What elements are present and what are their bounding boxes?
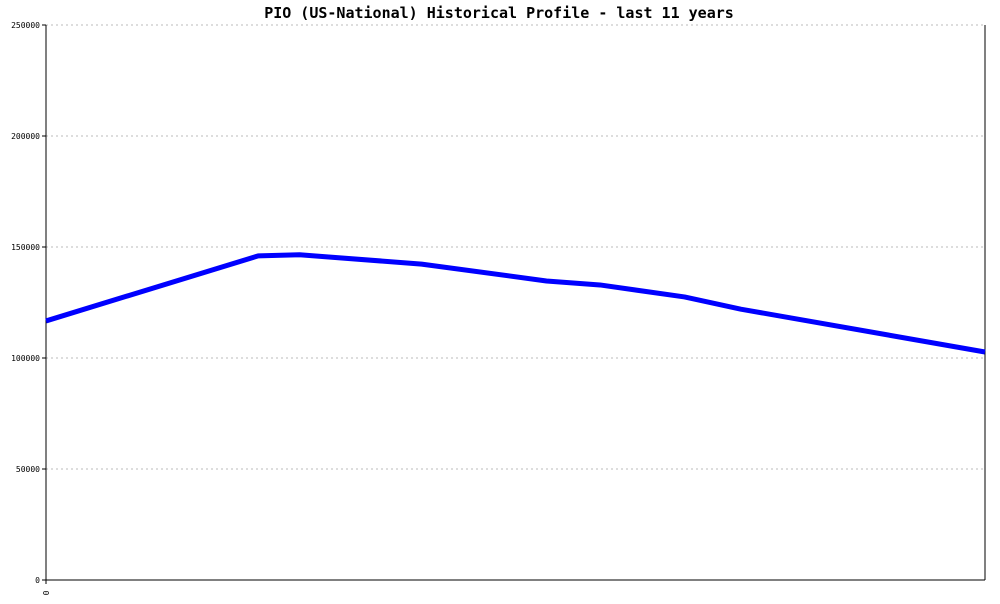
y-tick-label: 250000 <box>11 21 40 30</box>
x-tick-label: 0 <box>42 590 51 595</box>
y-tick-label: 200000 <box>11 132 40 141</box>
y-tick-label: 100000 <box>11 354 40 363</box>
y-tick-label: 0 <box>35 576 40 585</box>
chart-title: PIO (US-National) Historical Profile - l… <box>264 4 734 22</box>
y-tick-label: 50000 <box>16 465 40 474</box>
y-tick-label: 150000 <box>11 243 40 252</box>
data-line <box>45 252 986 355</box>
